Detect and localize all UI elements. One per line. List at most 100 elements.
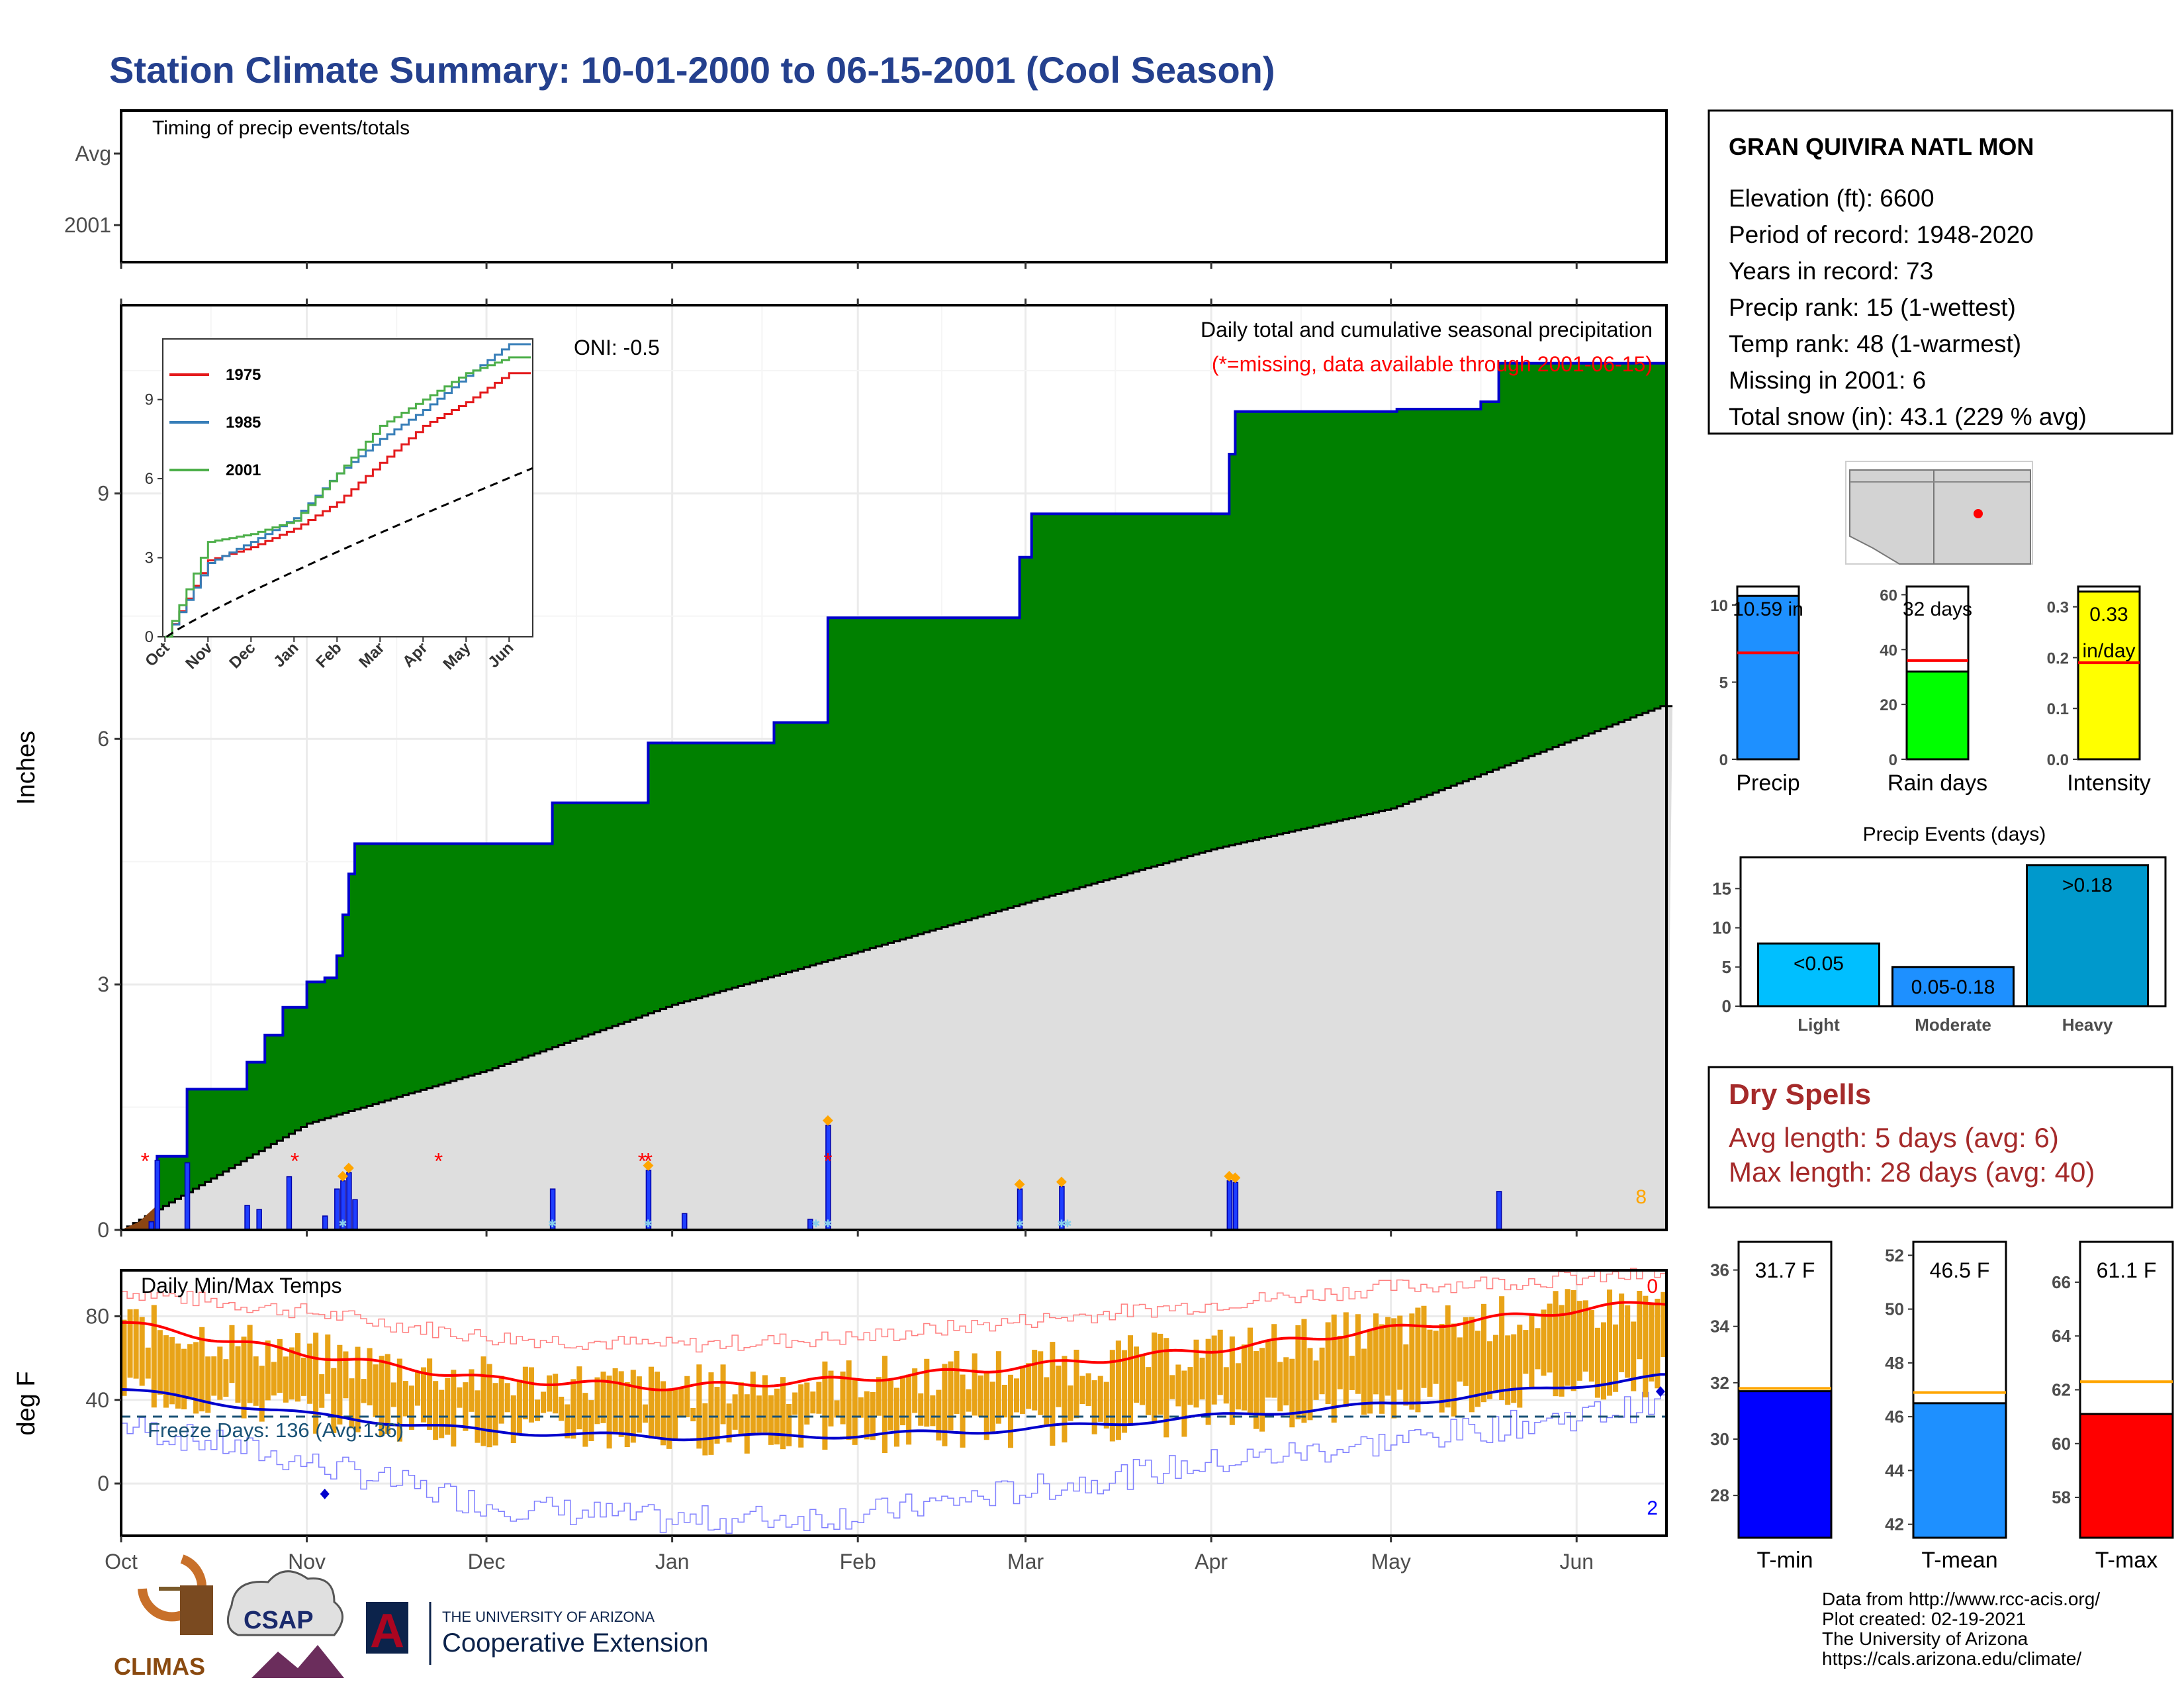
daily-temp-bar (379, 1356, 385, 1436)
daily-temp-bar (1529, 1313, 1535, 1388)
daily-temp-bar (1283, 1357, 1289, 1406)
record-high-count: 0 (1647, 1276, 1658, 1297)
daily-temp-bar (181, 1348, 187, 1410)
daily-temp-bar (1253, 1351, 1259, 1429)
snow-marker (343, 1162, 354, 1174)
inset-frame (162, 338, 533, 637)
events-category-label: Light (1797, 1015, 1840, 1035)
temp-summary-bar-label: T-min (1757, 1548, 1813, 1573)
climas-block (180, 1585, 213, 1635)
daily-temp-bar (1205, 1338, 1211, 1425)
daily-temp-bar (547, 1375, 553, 1412)
events-y-tick-label: 0 (1722, 996, 1731, 1016)
daily-temp-bar (211, 1356, 217, 1396)
daily-temp-bar (1421, 1305, 1427, 1388)
daily-temp-bar (1582, 1300, 1588, 1372)
daily-temp-bar (355, 1346, 361, 1432)
inset-x-tick-label: May (439, 639, 475, 674)
daily-temp-bar (876, 1377, 882, 1416)
daily-temp-bar (1127, 1335, 1134, 1426)
daily-temp-bar (1361, 1348, 1367, 1415)
average-max-line (121, 1301, 1667, 1391)
cumulative-precip-line (121, 361, 1667, 1231)
daily-precip-bar (681, 1213, 688, 1231)
precip-y-axis-label: Inches (13, 731, 40, 805)
daily-temp-bar (1020, 1368, 1026, 1414)
daily-temp-bar (1079, 1376, 1085, 1405)
daily-temp-bar (1115, 1340, 1121, 1440)
daily-temp-bar (402, 1381, 408, 1417)
daily-temp-bar (1637, 1291, 1643, 1360)
snowflake-marker: ✱ (644, 1219, 653, 1230)
daily-temp-bar (1319, 1347, 1325, 1395)
daily-temp-bar (1307, 1348, 1313, 1421)
daily-temp-bar (510, 1395, 516, 1444)
daily-temp-bar (259, 1366, 265, 1422)
daily-temp-bar (528, 1367, 534, 1423)
average-min-line (120, 1373, 1666, 1442)
daily-temp-bar (714, 1387, 720, 1444)
daily-temp-bar (1032, 1350, 1038, 1411)
missing-day-marker: * (434, 1149, 443, 1174)
daily-precip-bar (352, 1199, 358, 1231)
daily-temp-bar (157, 1330, 163, 1395)
daily-temp-bar (1385, 1317, 1391, 1396)
daily-temp-bar (367, 1348, 373, 1406)
temp-summary-y-tick-label: 58 (2052, 1487, 2071, 1507)
daily-temp-bar (223, 1359, 229, 1397)
snowflake-marker: ✱ (338, 1219, 347, 1230)
daily-temp-bar (408, 1385, 414, 1430)
daily-temp-bar (1588, 1310, 1594, 1382)
daily-temp-bar (1463, 1317, 1469, 1386)
summary-y-tick-label: 0.0 (2047, 751, 2069, 769)
temp-panel: 0 40 80 Oct Nov Dec Jan Feb Mar Apr May Jun deg F Dai… (13, 1268, 1668, 1573)
summary-value-label: 32 days (1903, 598, 1972, 620)
daily-temp-bar (1007, 1374, 1014, 1448)
ua-line-2: Cooperative Extension (442, 1628, 708, 1658)
daily-temp-bar (1050, 1342, 1056, 1446)
daily-temp-bar (427, 1358, 433, 1430)
missing-day-marker: * (644, 1149, 653, 1174)
inset-legend-label: 1975 (226, 366, 261, 384)
daily-temp-bar (1175, 1364, 1181, 1407)
inset-y-tick-label: 0 (145, 628, 154, 646)
daily-temp-bar (630, 1370, 636, 1443)
missing-note: (*=missing, data available through 2001-… (1212, 352, 1653, 376)
temp-summary-bar (1912, 1402, 2007, 1539)
events-bar (1757, 942, 1880, 1008)
month-tick-label: Apr (1195, 1550, 1228, 1573)
temp-summary-bar (1737, 1390, 1833, 1539)
daily-temp-bar (349, 1378, 355, 1429)
station-info-line: Years in record: 73 (1729, 258, 1933, 285)
temp-y-tick-label: 40 (85, 1388, 109, 1412)
daily-temp-bar (301, 1357, 307, 1396)
daily-temp-bar (163, 1335, 169, 1408)
daily-temp-bar (948, 1361, 954, 1430)
daily-temp-bar (1486, 1341, 1493, 1399)
daily-temp-bar (1355, 1314, 1361, 1394)
daily-temp-bar (1241, 1344, 1247, 1411)
events-bar (2026, 864, 2149, 1008)
daily-temp-bar (750, 1371, 756, 1435)
daily-temp-bar (624, 1382, 630, 1448)
daily-temp-bar (1271, 1324, 1277, 1398)
summary-bar (2077, 590, 2141, 761)
precip-y-tick-label: 9 (97, 481, 109, 505)
daily-temp-bar (1103, 1382, 1109, 1429)
daily-temp-bar (1158, 1333, 1163, 1415)
daily-temp-bar (1152, 1332, 1158, 1422)
daily-temp-bar (1661, 1291, 1666, 1357)
daily-temp-bar (792, 1392, 798, 1415)
events-category-label: Heavy (2062, 1015, 2113, 1035)
credit-line-2: Plot created: 02-19-2021 (1822, 1609, 2026, 1629)
daily-temp-bar (1559, 1305, 1565, 1397)
daily-temp-bar (271, 1362, 277, 1396)
inset-legend-label: 2001 (226, 461, 261, 479)
snowflake-marker: ✱ (811, 1219, 820, 1230)
daily-temp-bar (1235, 1363, 1241, 1410)
daily-temp-bar (1343, 1312, 1349, 1407)
daily-temp-bar (265, 1340, 271, 1401)
daily-temp-bar (480, 1356, 486, 1446)
inset-x-tick-label: Jan (270, 639, 302, 671)
daily-temp-bar (1499, 1296, 1505, 1401)
